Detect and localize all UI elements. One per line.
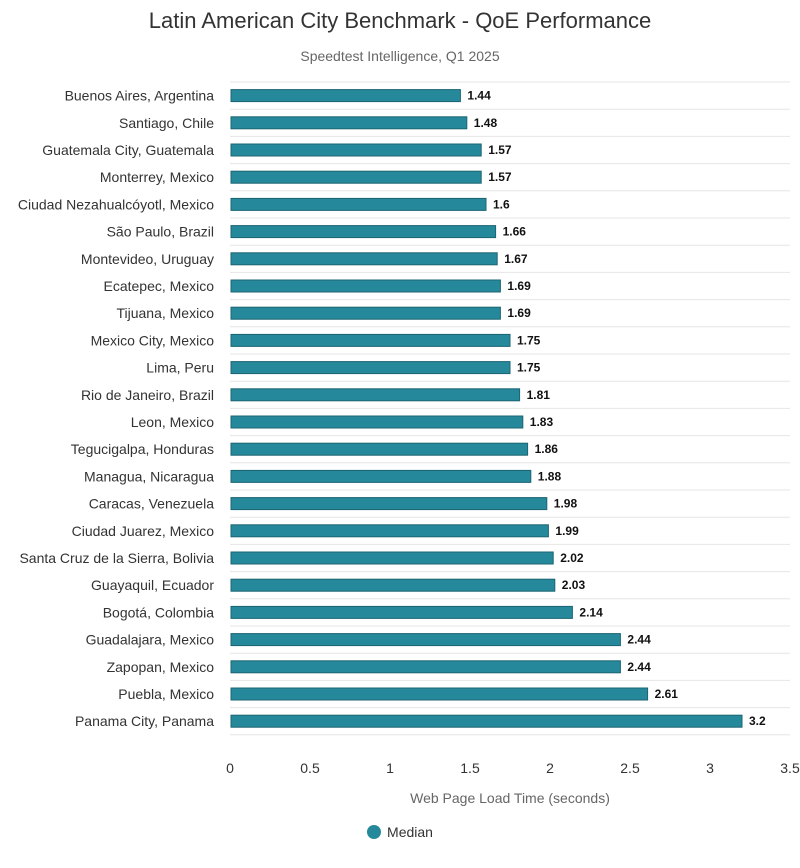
bar [230,714,743,728]
category-label: Ciudad Nezahualcóyotl, Mexico [18,196,214,212]
data-label: 1.83 [530,415,554,429]
data-label: 1.88 [538,469,562,483]
bar [230,116,468,130]
category-label: Ciudad Juarez, Mexico [72,523,215,539]
x-tick-label: 0.5 [300,760,320,776]
bar [230,388,521,402]
legend-marker [367,825,382,839]
x-tick-label: 2 [546,760,554,776]
data-label: 1.6 [493,197,510,211]
category-label: Panama City, Panama [75,713,214,729]
category-label: Guayaquil, Ecuador [91,577,214,593]
data-label: 1.75 [517,361,541,375]
data-label: 2.44 [627,660,651,674]
category-label: Santa Cruz de la Sierra, Bolivia [19,550,214,566]
data-label: 2.44 [627,633,651,647]
category-label: São Paulo, Brazil [107,224,214,240]
bar [230,197,487,211]
x-tick-label: 1.5 [460,760,480,776]
bar [230,143,482,157]
data-label: 1.86 [535,442,559,456]
data-label: 2.14 [579,605,603,619]
category-label: Rio de Janeiro, Brazil [81,387,214,403]
bar [230,89,461,103]
category-label: Lima, Peru [146,360,214,376]
x-axis-title: Web Page Load Time (seconds) [410,790,610,806]
data-label: 1.69 [507,279,531,293]
category-label: Monterrey, Mexico [100,169,214,185]
data-label: 2.03 [562,578,586,592]
bar [230,660,621,674]
bar [230,252,498,266]
category-label: Leon, Mexico [131,414,214,430]
category-label: Managua, Nicaragua [84,468,214,484]
legend[interactable]: Median [0,824,800,840]
bar [230,442,529,456]
data-label: 1.69 [507,306,531,320]
data-label: 1.75 [517,333,541,347]
category-label: Zapopan, Mexico [107,659,215,675]
bar [230,361,511,375]
bar [230,306,501,320]
x-tick-label: 3.5 [780,760,800,776]
bar [230,497,548,511]
bar [230,469,532,483]
category-label: Tegucigalpa, Honduras [71,441,214,457]
category-label: Tijuana, Mexico [116,305,214,321]
chart-title: Latin American City Benchmark - QoE Perf… [148,8,652,33]
data-label: 1.99 [555,524,579,538]
bar [230,170,482,184]
category-label: Ecatepec, Mexico [104,278,215,294]
bar [230,333,511,347]
x-tick-label: 2.5 [620,760,640,776]
category-label: Montevideo, Uruguay [81,251,214,267]
data-label: 3.2 [749,714,766,728]
bar [230,524,549,538]
bar [230,551,554,565]
category-label: Guatemala City, Guatemala [42,142,214,158]
data-label: 1.57 [488,143,512,157]
data-label: 2.61 [655,687,679,701]
data-label: 1.81 [527,388,551,402]
category-label: Puebla, Mexico [118,686,214,702]
bar [230,415,524,429]
category-label: Bogotá, Colombia [103,604,215,620]
x-tick-label: 0 [226,760,234,776]
x-tick-label: 3 [706,760,714,776]
chart-subtitle: Speedtest Intelligence, Q1 2025 [300,48,500,64]
x-tick-label: 1 [386,760,394,776]
bar [230,633,621,647]
category-label: Santiago, Chile [119,115,214,131]
bar [230,687,649,701]
category-label: Mexico City, Mexico [91,332,215,348]
bar [230,279,501,293]
bar [230,605,573,619]
legend-label: Median [387,824,433,840]
data-label: 1.57 [488,170,512,184]
data-label: 1.66 [503,225,527,239]
bar [230,578,556,592]
data-label: 2.02 [560,551,584,565]
data-label: 1.48 [474,116,498,130]
category-label: Buenos Aires, Argentina [65,88,215,104]
bar [230,225,497,239]
data-label: 1.67 [504,252,528,266]
data-label: 1.98 [554,497,578,511]
data-label: 1.44 [467,89,491,103]
category-label: Guadalajara, Mexico [86,632,215,648]
category-label: Caracas, Venezuela [89,496,215,512]
